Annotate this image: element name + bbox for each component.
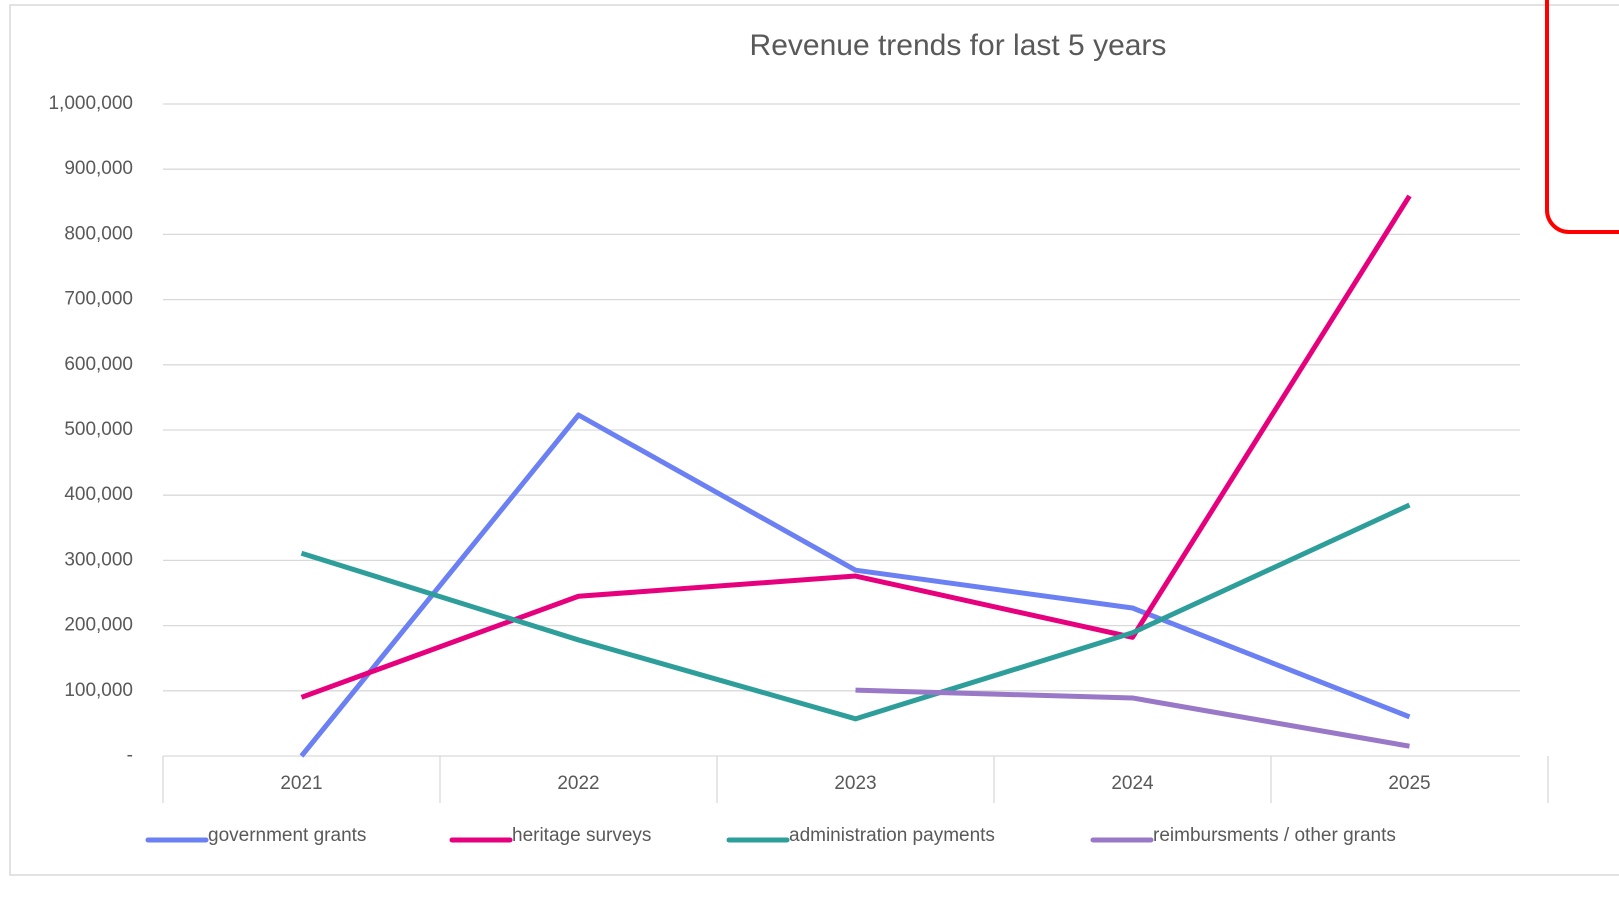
x-tick-label: 2024: [1111, 773, 1154, 794]
series-line: [300, 194, 1412, 700]
legend-label: government grants: [208, 825, 366, 846]
chart-title: Revenue trends for last 5 years: [750, 29, 1167, 62]
y-tick-label: 1,000,000: [48, 93, 133, 114]
y-tick-label: 700,000: [64, 289, 133, 310]
highlight-box: [1545, 0, 1619, 234]
series-line: [855, 687, 1410, 749]
legend-label: reimbursments / other grants: [1153, 825, 1396, 846]
chart-frame: [9, 4, 1619, 876]
y-tick-label: 400,000: [64, 484, 133, 505]
x-tick-label: 2022: [557, 773, 599, 794]
y-tick-label: 500,000: [64, 419, 133, 440]
y-tick-label: 300,000: [64, 549, 133, 570]
x-tick-label: 2025: [1388, 773, 1430, 794]
legend-label: heritage surveys: [512, 825, 651, 846]
x-tick-label: 2023: [834, 773, 876, 794]
series-line: [300, 502, 1411, 722]
y-tick-label: -: [127, 745, 133, 766]
y-tick-label: 200,000: [64, 615, 133, 636]
series-line: [299, 412, 1411, 758]
legend-label: administration payments: [789, 825, 995, 846]
y-tick-label: 600,000: [64, 354, 133, 375]
y-tick-label: 900,000: [64, 158, 133, 179]
y-tick-label: 800,000: [64, 223, 133, 244]
y-tick-label: 100,000: [64, 680, 133, 701]
x-tick-label: 2021: [280, 773, 322, 794]
